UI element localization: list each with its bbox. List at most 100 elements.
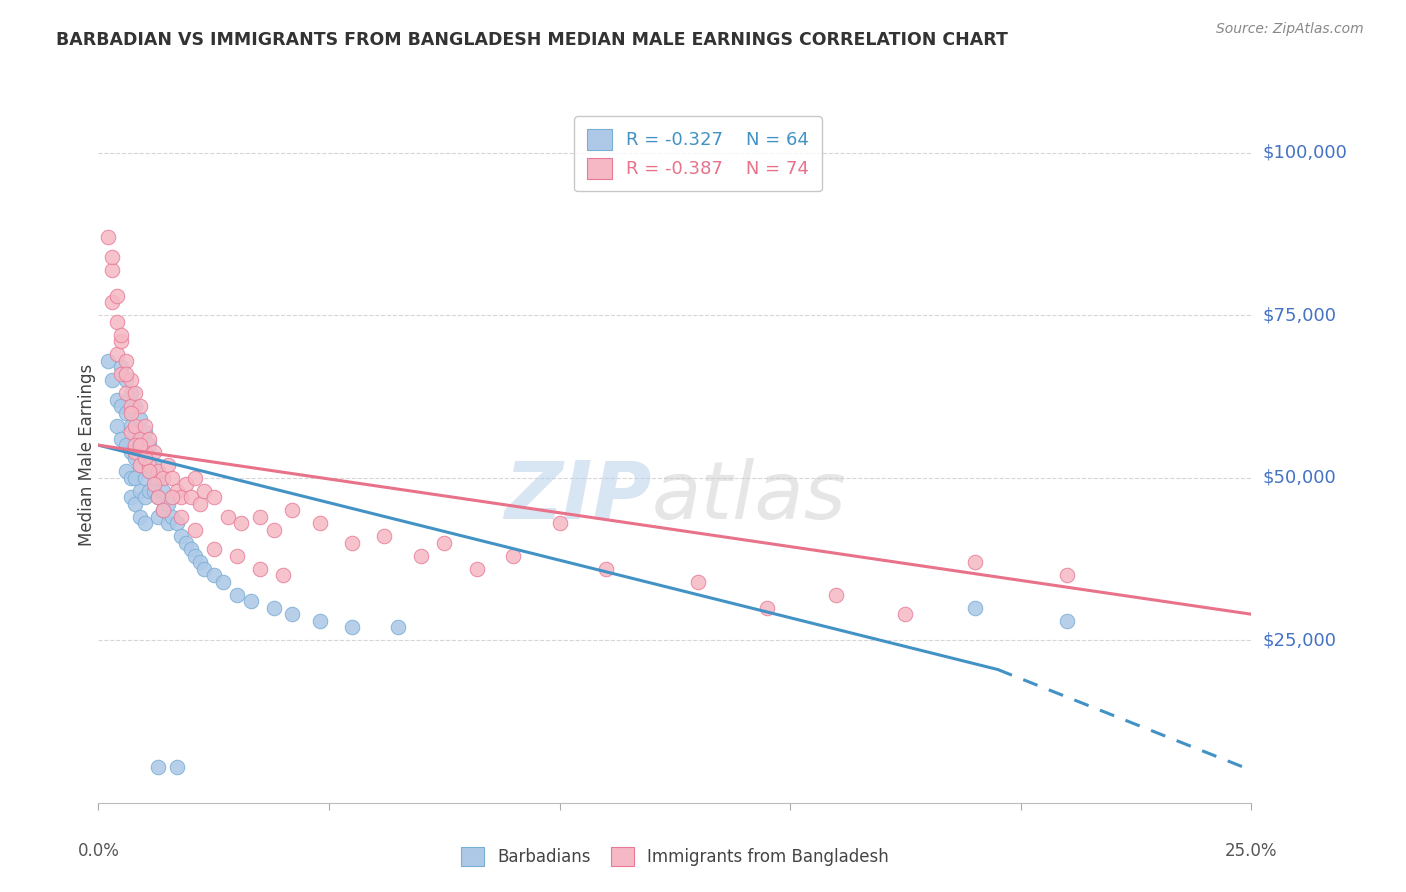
Point: [595, 562, 617, 576]
Point: [148, 509, 170, 524]
Point: [281, 607, 304, 622]
Point: [166, 760, 188, 774]
Point: [120, 406, 142, 420]
Point: [152, 503, 174, 517]
Point: [184, 523, 207, 537]
Text: $100,000: $100,000: [1263, 144, 1347, 161]
Point: [231, 516, 253, 531]
Point: [120, 418, 142, 433]
Point: [263, 523, 285, 537]
Point: [134, 451, 156, 466]
Point: [1056, 568, 1078, 582]
Point: [249, 562, 271, 576]
Point: [110, 399, 132, 413]
Point: [193, 562, 215, 576]
Point: [129, 412, 152, 426]
Point: [156, 497, 179, 511]
Point: [188, 497, 211, 511]
Point: [120, 444, 142, 458]
Text: Source: ZipAtlas.com: Source: ZipAtlas.com: [1216, 22, 1364, 37]
Point: [212, 574, 235, 589]
Point: [465, 562, 488, 576]
Point: [174, 535, 197, 549]
Point: [1056, 614, 1078, 628]
Point: [110, 360, 132, 375]
Point: [101, 262, 124, 277]
Point: [138, 458, 160, 472]
Point: [129, 483, 152, 498]
Point: [152, 503, 174, 517]
Point: [894, 607, 917, 622]
Point: [105, 288, 128, 302]
Point: [129, 509, 152, 524]
Point: [170, 529, 193, 543]
Point: [963, 600, 986, 615]
Point: [101, 250, 124, 264]
Point: [411, 549, 433, 563]
Point: [105, 315, 128, 329]
Point: [249, 509, 271, 524]
Point: [124, 451, 146, 466]
Point: [142, 444, 165, 458]
Point: [129, 458, 152, 472]
Point: [120, 373, 142, 387]
Point: [105, 392, 128, 407]
Point: [217, 509, 239, 524]
Point: [124, 471, 146, 485]
Point: [142, 477, 165, 491]
Point: [110, 327, 132, 342]
Point: [115, 386, 138, 401]
Point: [502, 549, 524, 563]
Y-axis label: Median Male Earnings: Median Male Earnings: [79, 364, 96, 546]
Point: [115, 406, 138, 420]
Point: [120, 471, 142, 485]
Point: [124, 438, 146, 452]
Point: [373, 529, 395, 543]
Point: [156, 516, 179, 531]
Point: [129, 458, 152, 472]
Point: [548, 516, 571, 531]
Point: [138, 464, 160, 478]
Point: [124, 418, 146, 433]
Point: [148, 490, 170, 504]
Point: [202, 490, 225, 504]
Point: [97, 230, 120, 244]
Point: [120, 386, 142, 401]
Point: [148, 490, 170, 504]
Point: [124, 399, 146, 413]
Point: [170, 509, 193, 524]
Text: 25.0%: 25.0%: [1225, 842, 1278, 860]
Point: [160, 490, 183, 504]
Point: [148, 464, 170, 478]
Point: [138, 464, 160, 478]
Point: [340, 535, 363, 549]
Point: [124, 444, 146, 458]
Text: $25,000: $25,000: [1263, 632, 1337, 649]
Point: [825, 588, 848, 602]
Point: [202, 568, 225, 582]
Point: [308, 614, 330, 628]
Text: $75,000: $75,000: [1263, 306, 1337, 324]
Point: [138, 438, 160, 452]
Point: [225, 549, 247, 563]
Point: [160, 471, 183, 485]
Point: [184, 471, 207, 485]
Point: [101, 295, 124, 310]
Point: [110, 432, 132, 446]
Point: [115, 353, 138, 368]
Point: [170, 490, 193, 504]
Point: [115, 464, 138, 478]
Point: [124, 425, 146, 439]
Point: [184, 549, 207, 563]
Point: [340, 620, 363, 634]
Point: [124, 497, 146, 511]
Point: [120, 490, 142, 504]
Point: [160, 509, 183, 524]
Point: [188, 555, 211, 569]
Point: [134, 471, 156, 485]
Point: [225, 588, 247, 602]
Text: ZIP: ZIP: [505, 458, 652, 536]
Point: [138, 483, 160, 498]
Point: [110, 367, 132, 381]
Point: [124, 386, 146, 401]
